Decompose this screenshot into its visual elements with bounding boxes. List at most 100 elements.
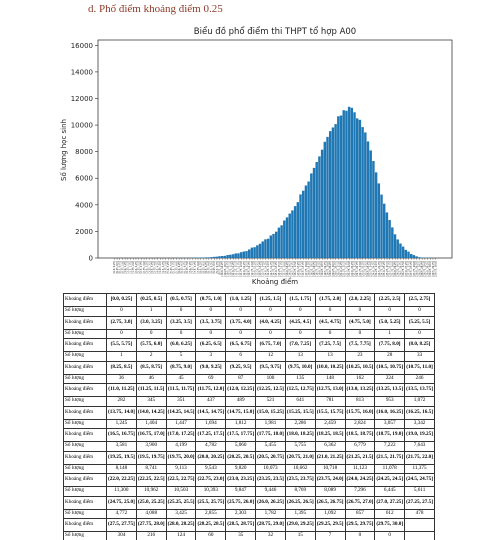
cell: (2.75, 3.0] <box>106 315 137 330</box>
x-tick-label: (15.25, 15.5] <box>278 261 281 277</box>
range-row: Khoảng điểm (27.5, 27.75] (27.75, 28.0] (28… <box>63 518 435 532</box>
cell: (18.75, 19.0] <box>374 428 406 442</box>
cell: 8,148 <box>106 463 137 474</box>
cell: (8.5, 8.75] <box>135 360 167 375</box>
bar <box>366 141 370 258</box>
bar <box>223 255 227 258</box>
cell: (29.0, 29.25] <box>284 518 316 532</box>
cell: (5.5, 5.75] <box>106 338 137 352</box>
bar <box>350 107 354 258</box>
x-tick-label: (18.75, 19.0] <box>316 261 319 277</box>
cell: (25.75, 26.0] <box>225 495 257 510</box>
bar <box>234 253 237 258</box>
bar <box>275 231 278 258</box>
cell: (23.75, 24.0] <box>314 473 346 487</box>
bar <box>331 127 335 258</box>
x-tick-label: (12.0, 12.25] <box>243 261 246 277</box>
cell: (7.0, 7.25] <box>284 338 316 352</box>
cell: 12 <box>255 351 286 362</box>
cell: (28.5, 28.75] <box>225 518 257 532</box>
cell: (20.75, 21.0] <box>284 450 316 465</box>
cell: (7.75, 8.0] <box>374 338 406 352</box>
bar <box>304 185 308 258</box>
bar <box>293 206 297 258</box>
row-label: Khoảng điểm <box>63 293 107 307</box>
cell: 0 <box>225 328 257 339</box>
x-tick-label: (14.25, 14.5] <box>267 261 270 277</box>
bar <box>345 110 348 259</box>
score-table: Khoảng điểm [0.0, 0.25] (0.25, 0.5] (0.5, 0… <box>63 293 435 540</box>
x-tick-label: (27.25, 27.5] <box>407 261 410 277</box>
row-label: Khoảng điểm <box>63 405 107 420</box>
cell: 351 <box>165 396 197 407</box>
cell: 2,286 <box>284 418 316 429</box>
bar <box>358 119 362 258</box>
row-label: Khoảng điểm <box>63 473 107 487</box>
cell: (26.75, 27.0] <box>344 495 376 510</box>
chart: Biểu đồ phổ điểm thi THPT tổ hợp A00 Số … <box>60 26 453 286</box>
cell: (14.25, 14.5] <box>165 405 197 420</box>
x-tick-label: (4.75, 5.0] <box>164 261 167 274</box>
x-tick-label: (6.75, 7.0] <box>186 261 189 274</box>
x-tick-label: (21.5, 21.75] <box>345 261 348 277</box>
cell: 1 <box>106 351 137 362</box>
row-label: Khoảng điểm <box>63 383 107 397</box>
cell: 6,779 <box>344 441 376 452</box>
x-tick-label: (1.25, 1.5] <box>127 261 130 274</box>
bar <box>385 212 389 258</box>
cell: (6.0, 6.25] <box>165 338 197 352</box>
cell: (5.0, 5.25] <box>374 315 406 330</box>
cell: (1.75, 2.0] <box>314 293 346 307</box>
x-tick-label: (11.25, 11.5] <box>235 261 238 277</box>
bar <box>337 116 340 259</box>
cell: (15.0, 15.25] <box>255 405 286 420</box>
cell: 7,222 <box>374 441 406 452</box>
cell: (12.75, 13.0] <box>314 383 346 397</box>
x-tick-label: (10.0, 10.25] <box>221 261 224 277</box>
bar <box>342 110 345 259</box>
x-tick-label: (23.25, 23.5] <box>364 261 367 277</box>
bar <box>339 115 343 258</box>
cell: 1,694 <box>195 418 227 429</box>
row-label: Khoảng điểm <box>63 360 107 375</box>
cell: 10,718 <box>314 463 346 474</box>
cell: 0 <box>255 328 286 339</box>
bar <box>312 167 316 258</box>
bar <box>410 253 413 258</box>
y-tick-label: 0 <box>89 255 93 263</box>
cell: (27.25, 27.5] <box>404 495 435 510</box>
row-label: Khoảng điểm <box>63 518 107 532</box>
cell: (8.0, 8.25] <box>404 338 435 352</box>
cell: (20.0, 20.25] <box>195 450 227 465</box>
bar <box>245 251 248 258</box>
cell: 10,073 <box>255 463 286 474</box>
y-tick-label: 8000 <box>75 148 93 156</box>
cell: (22.5, 22.75] <box>165 473 197 487</box>
range-row: Khoảng điểm (11.0, 11.25] (11.25, 11.5] (11… <box>63 383 435 397</box>
cell: 60 <box>195 531 227 540</box>
x-tick-label: (11.5, 11.75] <box>237 261 240 277</box>
bar <box>207 257 210 258</box>
row-label: Số lượng <box>63 508 107 519</box>
y-tick-label: 6000 <box>75 175 93 183</box>
cell: (9.0, 9.25] <box>195 360 227 375</box>
range-row: Khoảng điểm [0.0, 0.25] (0.25, 0.5] (0.5, 0… <box>63 293 435 307</box>
y-axis-label: Số lượng học sinh <box>60 119 68 181</box>
cell: 1,782 <box>255 508 286 519</box>
x-tick-label: (11.75, 12.0] <box>240 261 243 277</box>
x-tick-label: (7.75, 8.0] <box>197 261 200 274</box>
x-tick-label: (25.0, 25.25] <box>383 261 386 277</box>
cell: 7 <box>314 531 346 540</box>
cell: 10,393 <box>195 486 227 497</box>
x-tick-label: (5.75, 6.0] <box>175 261 178 274</box>
cell: (9.75, 10.0] <box>284 360 316 375</box>
heading: d. Phổ điểm khoảng điểm 0.25 <box>88 3 223 15</box>
cell: 8,089 <box>314 486 346 497</box>
bar <box>237 253 240 258</box>
cell: 3,057 <box>374 418 406 429</box>
cell: 3,425 <box>165 508 197 519</box>
x-tick-label: (29.0, 29.25] <box>426 261 429 277</box>
cell: 857 <box>344 508 376 519</box>
cell: 282 <box>106 396 137 407</box>
x-tick-label: (27.0, 27.25] <box>405 261 408 277</box>
